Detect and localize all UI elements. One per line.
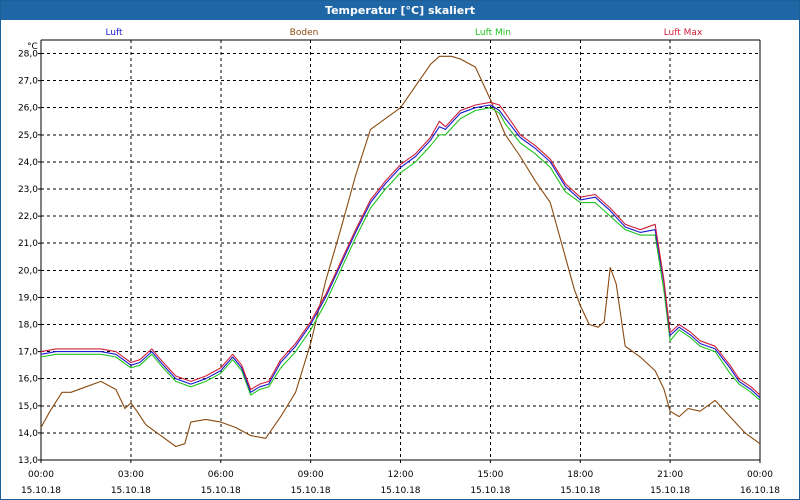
legend-luft-max: Luft Max <box>664 28 703 38</box>
x-tick-date: 15.10.18 <box>201 486 241 496</box>
x-tick-date: 15.10.18 <box>21 486 61 496</box>
y-tick-label: 24,0 <box>18 158 38 168</box>
x-tick-date: 16.10.18 <box>740 486 780 496</box>
y-tick-label: 22,0 <box>18 212 38 222</box>
series-line-luft-min <box>40 107 761 401</box>
legend-luft-min: Luft Min <box>475 28 511 38</box>
y-tick-label: 23,0 <box>18 185 38 195</box>
y-tick-label: 26,0 <box>18 104 38 114</box>
x-tick-date: 15.10.18 <box>560 486 600 496</box>
y-axis-label: °C <box>27 42 38 52</box>
y-tick-label: 14,0 <box>18 429 38 439</box>
x-tick-time: 21:00 <box>657 470 683 480</box>
legend-boden: Boden <box>290 28 319 38</box>
x-tick-date: 15.10.18 <box>650 486 690 496</box>
y-tick-label: 20,0 <box>18 266 38 276</box>
series-line-luft-max <box>40 101 761 396</box>
x-tick-date: 15.10.18 <box>291 486 331 496</box>
x-tick-time: 09:00 <box>298 470 324 480</box>
y-tick-label: 15,0 <box>18 402 38 412</box>
y-tick-label: 21,0 <box>18 239 38 249</box>
x-tick-time: 00:00 <box>747 470 773 480</box>
x-tick-date: 15.10.18 <box>470 486 510 496</box>
y-tick-label: 17,0 <box>18 348 38 358</box>
y-tick-label: 28,0 <box>18 50 38 60</box>
series-line-luft <box>40 104 761 399</box>
x-tick-time: 18:00 <box>567 470 593 480</box>
y-tick-label: 27,0 <box>18 77 38 87</box>
x-tick-date: 15.10.18 <box>111 486 151 496</box>
x-tick-time: 00:00 <box>28 470 54 480</box>
y-tick-label: 13,0 <box>18 456 38 466</box>
x-tick-time: 15:00 <box>477 470 503 480</box>
y-tick-label: 19,0 <box>18 293 38 303</box>
x-tick-time: 03:00 <box>118 470 144 480</box>
x-tick-time: 06:00 <box>208 470 234 480</box>
window-title: Temperatur [°C] skaliert <box>1 1 799 20</box>
x-tick-date: 15.10.18 <box>380 486 420 496</box>
y-tick-label: 25,0 <box>18 131 38 141</box>
x-tick-time: 12:00 <box>388 470 414 480</box>
legend-luft: Luft <box>105 28 123 38</box>
y-tick-label: 16,0 <box>18 375 38 385</box>
y-tick-label: 18,0 <box>18 321 38 331</box>
series-line-boden <box>40 55 761 448</box>
